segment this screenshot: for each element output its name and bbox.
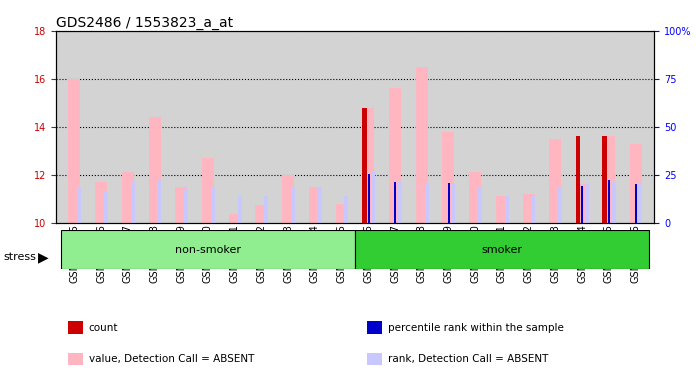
Bar <box>184 189 188 223</box>
Bar <box>451 183 455 223</box>
Bar <box>448 183 450 223</box>
Bar <box>122 172 134 223</box>
Bar <box>317 187 322 223</box>
Text: count: count <box>88 323 118 333</box>
Bar <box>202 158 214 223</box>
Bar <box>425 184 429 223</box>
Bar <box>77 187 81 223</box>
Bar <box>211 187 215 223</box>
Bar <box>367 321 382 334</box>
Bar <box>104 192 108 223</box>
Bar <box>148 117 161 223</box>
Bar <box>398 182 402 223</box>
Bar <box>558 187 562 223</box>
Bar <box>469 172 481 223</box>
Bar <box>532 196 535 223</box>
Bar <box>229 214 241 223</box>
Text: ▶: ▶ <box>38 250 49 264</box>
Bar <box>255 205 267 223</box>
Bar <box>603 136 607 223</box>
FancyBboxPatch shape <box>355 230 649 269</box>
Bar <box>629 144 642 223</box>
Bar <box>95 182 107 223</box>
Bar <box>68 353 83 365</box>
Bar <box>612 182 616 223</box>
Bar <box>443 131 454 223</box>
Bar <box>585 184 589 223</box>
Bar <box>608 180 610 223</box>
Bar <box>367 174 370 223</box>
Bar <box>282 175 294 223</box>
Bar <box>496 196 508 223</box>
Bar <box>635 184 637 223</box>
Bar <box>638 184 642 223</box>
Bar <box>367 353 382 365</box>
Text: GDS2486 / 1553823_a_at: GDS2486 / 1553823_a_at <box>56 16 232 30</box>
Bar <box>371 172 375 223</box>
Bar <box>395 182 397 223</box>
Text: rank, Detection Call = ABSENT: rank, Detection Call = ABSENT <box>388 354 548 364</box>
Bar <box>237 196 242 223</box>
Bar <box>603 136 615 223</box>
Text: value, Detection Call = ABSENT: value, Detection Call = ABSENT <box>88 354 254 364</box>
Bar <box>131 181 134 223</box>
Bar <box>416 67 428 223</box>
Bar <box>68 79 81 223</box>
Bar <box>157 180 161 223</box>
Bar <box>264 196 268 223</box>
Bar <box>363 108 374 223</box>
Text: smoker: smoker <box>482 245 523 255</box>
Bar <box>345 196 349 223</box>
FancyBboxPatch shape <box>61 230 355 269</box>
Bar <box>68 321 83 334</box>
Bar <box>576 184 588 223</box>
Text: non-smoker: non-smoker <box>175 245 241 255</box>
Bar <box>389 88 401 223</box>
Bar <box>576 136 580 223</box>
Bar <box>505 196 509 223</box>
Bar <box>362 108 367 223</box>
Bar <box>523 194 535 223</box>
Text: stress: stress <box>3 252 36 262</box>
Bar <box>335 204 347 223</box>
Bar <box>309 187 321 223</box>
Bar <box>291 187 295 223</box>
Bar <box>175 187 187 223</box>
Bar <box>549 139 562 223</box>
Text: percentile rank within the sample: percentile rank within the sample <box>388 323 564 333</box>
Bar <box>581 185 583 223</box>
Bar <box>478 187 482 223</box>
